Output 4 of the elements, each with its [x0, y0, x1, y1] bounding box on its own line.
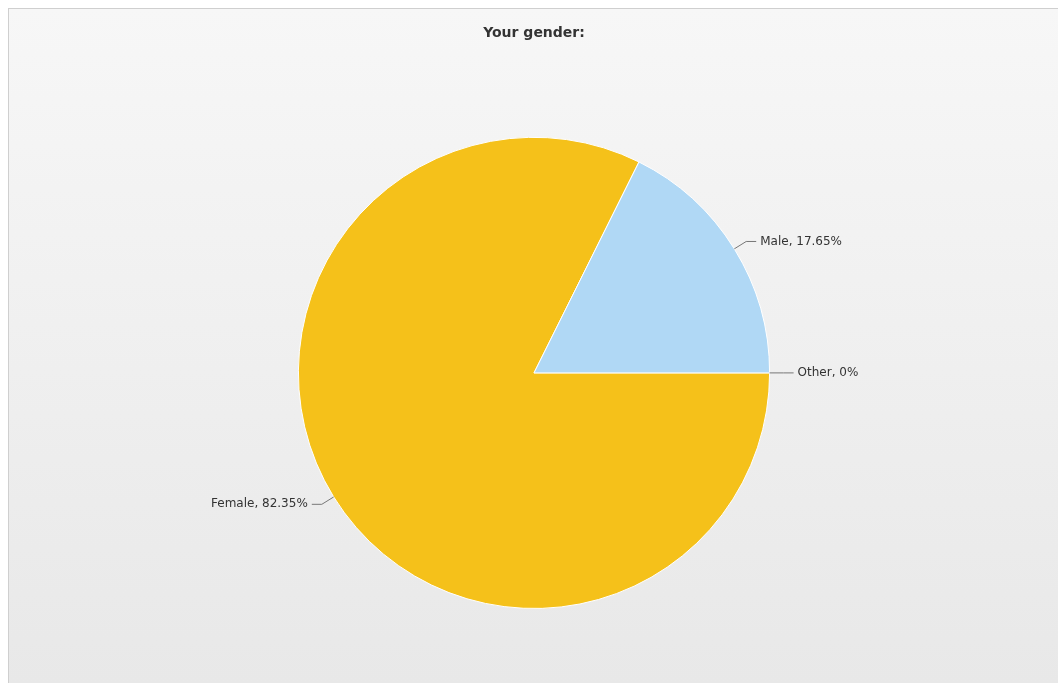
legend-label: Other, 0% [797, 365, 859, 380]
chart-title: Your gender: [482, 24, 585, 41]
slice-label: Female, 82.35% [211, 496, 308, 511]
slice-label: Male, 17.65% [760, 233, 843, 248]
